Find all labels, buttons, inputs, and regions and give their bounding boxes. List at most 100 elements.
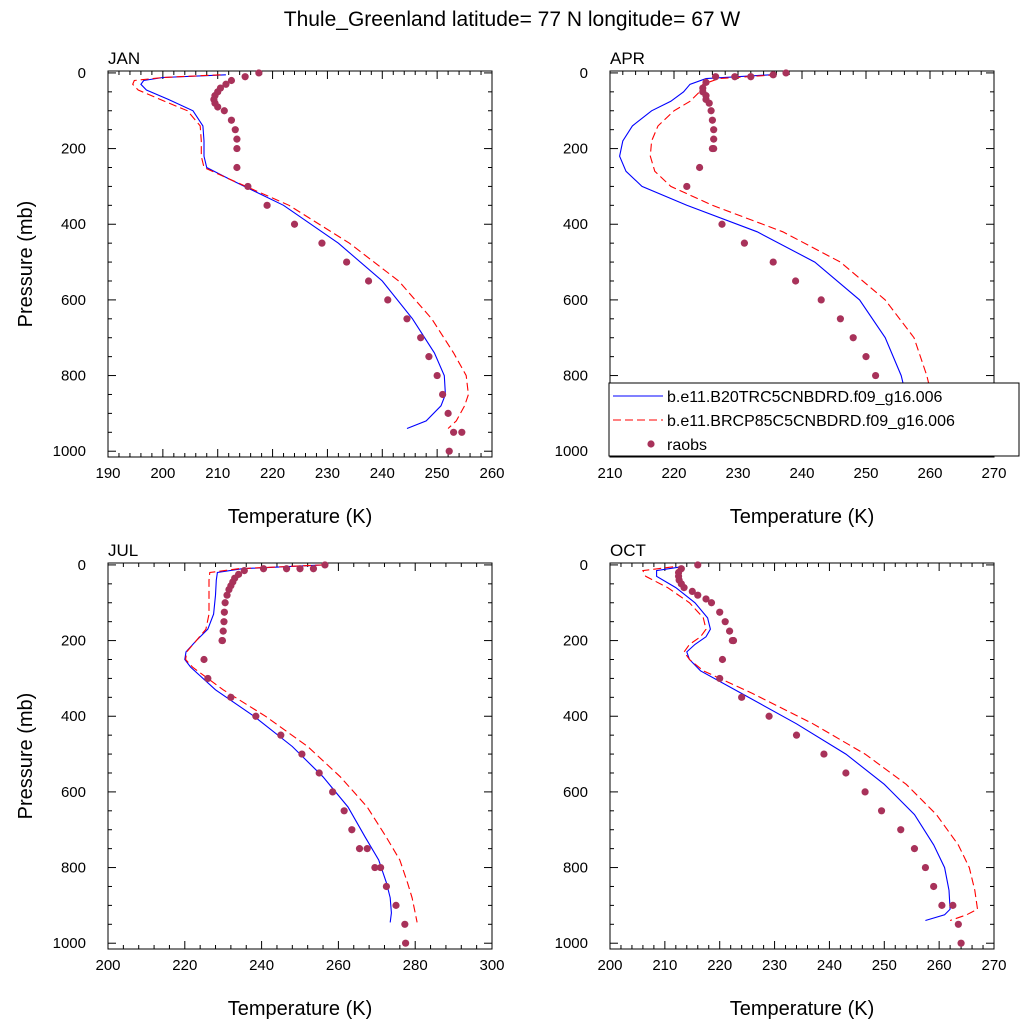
series-20th-century-line [184, 564, 392, 923]
data-point [957, 939, 965, 947]
x-tick-label: 240 [817, 957, 842, 974]
x-tick-label: 220 [707, 957, 732, 974]
data-point [425, 353, 433, 361]
y-tick-label: 1000 [53, 443, 86, 460]
data-point [747, 73, 755, 81]
x-tick-label: 190 [95, 465, 120, 482]
x-tick-label: 250 [425, 465, 450, 482]
data-point [277, 731, 285, 739]
panel-label: JUL [108, 541, 138, 560]
panels: JAN 190 200 210 220 230 240 250 260 0 200 400 600 800… [15, 49, 1007, 1020]
data-point [729, 636, 738, 645]
legend: b.e11.B20TRC5CNBDRD.f09_g16.006 b.e11.BRC… [608, 382, 1020, 457]
figure-title: Thule_Greenland latitude= 77 N longitude… [284, 8, 741, 31]
data-point [792, 277, 800, 285]
x-tick-label: 230 [725, 465, 750, 482]
y-axis-title: Pressure (mb) [15, 693, 37, 820]
y-tick-label: 200 [563, 141, 588, 158]
data-point [382, 882, 390, 891]
y-tick-label: 1000 [555, 935, 588, 952]
data-point [315, 769, 323, 777]
data-point [694, 591, 702, 599]
y-tick-label: 1000 [555, 443, 588, 460]
x-axis-title: Temperature (K) [730, 998, 875, 1020]
data-point [244, 182, 252, 191]
data-point [296, 565, 304, 573]
y-tick-label: 600 [61, 784, 86, 801]
data-point [782, 69, 790, 77]
x-tick-label: 250 [872, 957, 897, 974]
data-point [954, 920, 962, 928]
x-tick-label: 260 [326, 957, 351, 974]
data-point [363, 845, 371, 853]
series-rcp85-line [132, 74, 469, 429]
data-point [769, 258, 777, 266]
panel-jul: JUL 200 220 240 260 280 300 0 200 400 600 800 1000 Te… [15, 541, 505, 1020]
data-point [921, 863, 930, 872]
data-point [702, 78, 710, 86]
data-point [721, 618, 729, 626]
series-rcp85-line [185, 564, 418, 923]
data-point [872, 371, 880, 380]
x-tick-label: 260 [479, 465, 504, 482]
y-tick-label: 800 [61, 860, 86, 877]
data-point [820, 750, 828, 758]
data-point [298, 750, 306, 758]
plot-frame [609, 562, 995, 950]
data-point [897, 826, 905, 834]
x-tick-label: 230 [762, 957, 787, 974]
legend-label: b.e11.BRCP85C5CNBDRD.f09_g16.006 [667, 413, 955, 430]
y-tick-label: 400 [61, 708, 86, 725]
data-point [458, 428, 466, 436]
data-point [240, 567, 248, 575]
x-tick-label: 280 [403, 957, 428, 974]
data-point [708, 144, 717, 153]
data-point [718, 655, 727, 664]
data-point [702, 595, 710, 603]
data-point [355, 845, 364, 853]
data-point [220, 618, 228, 626]
x-tick-label: 200 [150, 465, 175, 482]
data-point [740, 239, 749, 247]
series-rcp85-line [649, 74, 936, 431]
data-point [225, 585, 233, 594]
series-raobs [200, 561, 410, 947]
data-point [707, 107, 715, 115]
y-tick-label: 200 [61, 141, 86, 158]
y-tick-label: 1000 [53, 935, 86, 952]
x-tick-label: 220 [172, 957, 197, 974]
data-point [716, 674, 724, 683]
x-tick-label: 220 [260, 465, 285, 482]
data-point [696, 163, 704, 172]
legend-label: b.e11.B20TRC5CNBDRD.f09_g16.006 [667, 389, 943, 406]
data-point [364, 277, 373, 285]
data-point [938, 901, 946, 909]
data-point [725, 627, 734, 635]
data-point [318, 239, 326, 247]
data-point [309, 565, 318, 573]
data-point [214, 103, 222, 111]
panel-oct: OCT 200 210 220 230 240 250 260 270 0 200 400 600 800… [555, 541, 1007, 1020]
x-tick-label: 240 [249, 957, 274, 974]
x-tick-label: 210 [652, 957, 677, 974]
data-point [343, 258, 351, 266]
data-point [220, 608, 228, 616]
x-tick-label: 200 [95, 957, 120, 974]
x-tick-label: 220 [661, 465, 686, 482]
data-point [255, 69, 263, 77]
series-raobs [210, 69, 466, 455]
data-point [392, 901, 400, 909]
y-tick-label: 200 [61, 633, 86, 650]
data-point [718, 220, 726, 228]
data-point [252, 712, 260, 720]
data-point [227, 116, 236, 124]
data-point [444, 409, 452, 417]
data-point [731, 73, 739, 81]
data-point [710, 135, 718, 143]
y-tick-label: 800 [563, 860, 588, 877]
data-point [290, 220, 299, 228]
data-point [227, 693, 235, 701]
data-point [233, 144, 241, 153]
y-tick-label: 0 [78, 65, 86, 82]
data-point [321, 561, 329, 569]
